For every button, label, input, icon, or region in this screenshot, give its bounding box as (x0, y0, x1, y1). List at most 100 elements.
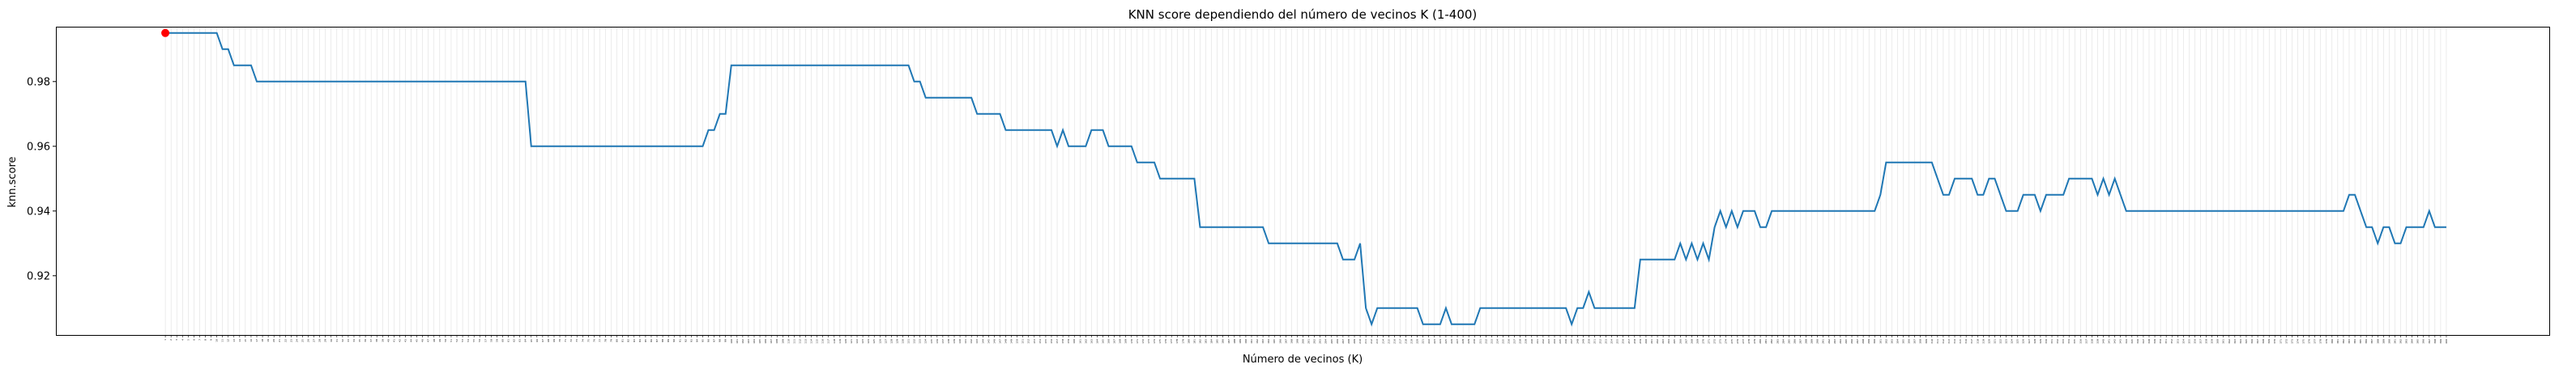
x-tick-label-k103: 103 (747, 339, 750, 344)
x-tick-label-k51: 51 (450, 339, 453, 342)
x-tick-label-k98: 98 (719, 339, 722, 342)
x-tick-label-k278: 278 (1747, 339, 1751, 344)
x-tick-label-k38: 38 (375, 339, 378, 342)
x-tick-label-k387: 387 (2370, 339, 2373, 344)
x-tick-label-k274: 274 (1725, 339, 1728, 344)
x-tick-label-k141: 141 (964, 339, 967, 344)
x-tick-label-k360: 360 (2216, 339, 2220, 344)
x-tick-label-k299: 299 (1867, 339, 1870, 344)
x-tick-label-k33: 33 (347, 339, 350, 342)
x-tick-label-k136: 136 (936, 339, 939, 344)
x-tick-label-k213: 213 (1375, 339, 1379, 344)
x-tick-label-k177: 177 (1170, 339, 1173, 344)
x-tick-label-k93: 93 (689, 339, 693, 342)
x-tick-label-k162: 162 (1084, 339, 1087, 344)
x-tick-label-k301: 301 (1879, 339, 1882, 344)
x-tick-label-k117: 117 (827, 339, 830, 344)
x-tick-label-k153: 153 (1033, 339, 1036, 344)
x-tick-label-k340: 340 (2102, 339, 2105, 344)
x-tick-label-k90: 90 (672, 339, 676, 342)
x-tick-label-k338: 338 (2090, 339, 2093, 344)
x-tick-label-k317: 317 (1970, 339, 1973, 344)
x-tick-label-k391: 391 (2393, 339, 2396, 344)
x-tick-label-k13: 13 (232, 339, 236, 342)
x-tick-label-k49: 49 (438, 339, 441, 342)
x-tick-label-k58: 58 (489, 339, 493, 342)
x-tick-label-k304: 304 (1896, 339, 1899, 344)
x-tick-label-k390: 390 (2387, 339, 2390, 344)
x-tick-label-k118: 118 (833, 339, 836, 344)
x-tick-label-k71: 71 (564, 339, 567, 342)
x-tick-label-k365: 365 (2245, 339, 2248, 344)
x-tick-label-k209: 209 (1353, 339, 1356, 344)
x-tick-label-k152: 152 (1027, 339, 1030, 344)
x-tick-label-k198: 198 (1290, 339, 1293, 344)
x-tick-label-k253: 253 (1605, 339, 1608, 344)
x-tick-label-k113: 113 (804, 339, 808, 344)
x-tick-label-k297: 297 (1856, 339, 1859, 344)
x-tick-label-k9: 9 (210, 339, 213, 341)
x-tick-label-k332: 332 (2056, 339, 2059, 344)
x-tick-label-k37: 37 (369, 339, 373, 342)
x-tick-label-k79: 79 (610, 339, 613, 342)
x-tick-label-k248: 248 (1576, 339, 1579, 344)
x-tick-label-k398: 398 (2433, 339, 2437, 344)
x-tick-label-k5: 5 (186, 339, 190, 341)
x-tick-label-k321: 321 (1993, 339, 1996, 344)
x-tick-label-k373: 373 (2290, 339, 2293, 344)
x-tick-label-k261: 261 (1650, 339, 1653, 344)
x-tick-label-k193: 193 (1261, 339, 1265, 344)
x-tick-label-k168: 168 (1119, 339, 1122, 344)
x-tick-label-k130: 130 (901, 339, 904, 344)
x-tick-label-k212: 212 (1370, 339, 1373, 344)
x-tick-label-k361: 361 (2222, 339, 2225, 344)
x-tick-label-k24: 24 (295, 339, 298, 342)
x-tick-label-k383: 383 (2348, 339, 2351, 344)
x-tick-label-k68: 68 (547, 339, 550, 342)
x-tick-label-k26: 26 (307, 339, 310, 342)
x-tick-label-k372: 372 (2284, 339, 2288, 344)
x-tick-label-k2: 2 (169, 339, 173, 341)
x-tick-label-k172: 172 (1141, 339, 1145, 344)
x-tick-label-k144: 144 (981, 339, 984, 344)
x-tick-label-k34: 34 (352, 339, 356, 342)
x-tick-label-k86: 86 (650, 339, 653, 342)
x-tick-label-k4: 4 (181, 339, 184, 341)
x-tick-label-k70: 70 (558, 339, 561, 342)
x-tick-label-k293: 293 (1833, 339, 1836, 344)
x-tick-label-k165: 165 (1101, 339, 1104, 344)
x-tick-label-k205: 205 (1330, 339, 1333, 344)
x-tick-label-k283: 283 (1776, 339, 1779, 344)
x-tick-label-k245: 245 (1559, 339, 1562, 344)
x-tick-label-k292: 292 (1828, 339, 1831, 344)
x-tick-label-k124: 124 (867, 339, 870, 344)
x-tick-label-k323: 323 (2005, 339, 2008, 344)
x-tick-label-k99: 99 (724, 339, 727, 342)
x-tick-label-k17: 17 (255, 339, 258, 342)
x-tick-label-k396: 396 (2422, 339, 2425, 344)
x-tick-label-k175: 175 (1158, 339, 1162, 344)
x-tick-label-k196: 196 (1278, 339, 1282, 344)
x-tick-label-k91: 91 (678, 339, 681, 342)
x-tick-label-k350: 350 (2159, 339, 2162, 344)
x-tick-label-k44: 44 (410, 339, 413, 342)
x-tick-label-k19: 19 (267, 339, 270, 342)
x-tick-label-k370: 370 (2273, 339, 2276, 344)
x-tick-label-k39: 39 (381, 339, 384, 342)
y-tick-label-0.98: 0.98 (27, 76, 50, 88)
x-tick-label-k183: 183 (1205, 339, 1208, 344)
x-tick-label-k394: 394 (2411, 339, 2414, 344)
x-tick-label-k45: 45 (416, 339, 419, 342)
y-axis-ticks: 0.92 0.94 0.96 0.98 (27, 76, 57, 282)
x-tick-label-k164: 164 (1095, 339, 1098, 344)
x-tick-label-k75: 75 (586, 339, 590, 342)
x-tick-label-k395: 395 (2416, 339, 2420, 344)
x-tick-label-k337: 337 (2084, 339, 2088, 344)
x-tick-label-k247: 247 (1570, 339, 1573, 344)
x-tick-label-k374: 374 (2296, 339, 2299, 344)
x-tick-label-k171: 171 (1136, 339, 1139, 344)
x-tick-label-k114: 114 (810, 339, 813, 344)
x-tick-label-k266: 266 (1678, 339, 1682, 344)
x-tick-label-k300: 300 (1873, 339, 1876, 344)
